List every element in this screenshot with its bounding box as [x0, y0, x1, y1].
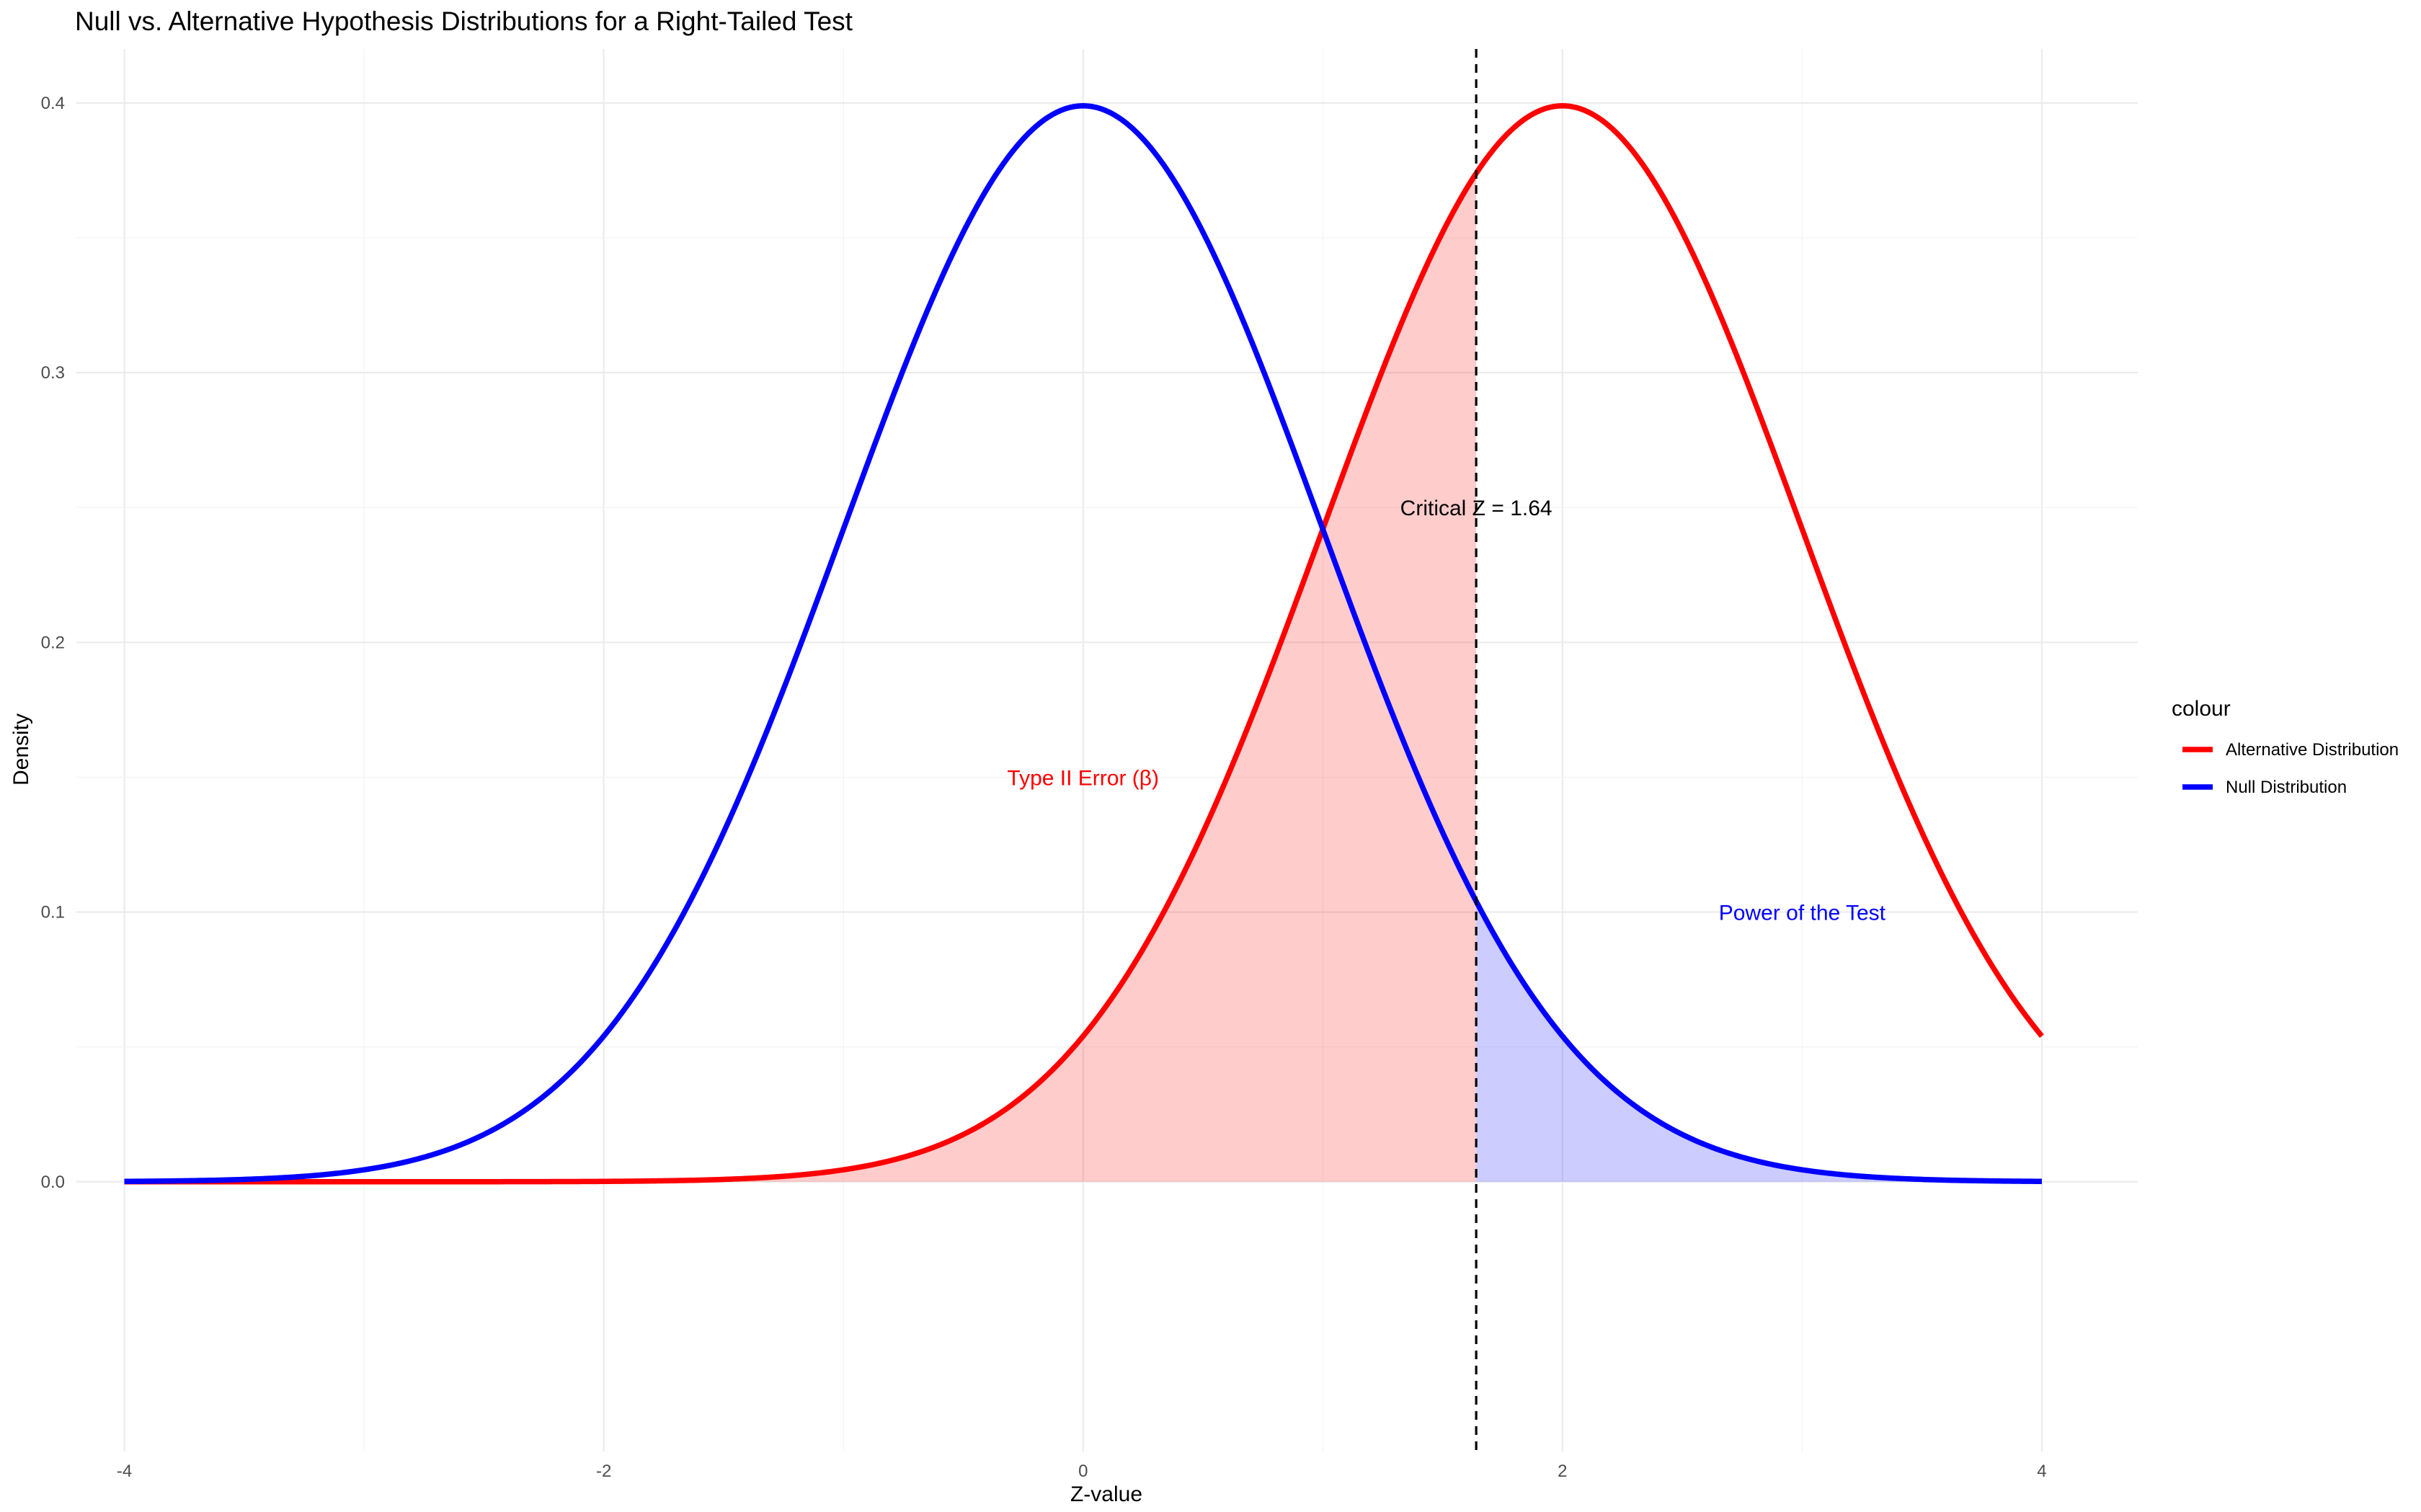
shaded-region — [1476, 901, 2042, 1182]
shaded-regions — [124, 173, 2042, 1182]
y-tick-label: 0.0 — [41, 1173, 65, 1192]
grid — [76, 49, 2138, 1451]
axes: -4 -2 0 2 4 0.0 0.1 0.2 0.3 0.4 — [41, 94, 2047, 1481]
legend-items: Alternative Distribution Null Distributio… — [2182, 740, 2399, 797]
x-tick-label: 0 — [1078, 1462, 1088, 1481]
y-axis-title: Density — [9, 713, 33, 786]
series-lines — [124, 103, 2044, 1185]
annotation-label: Power of the Test — [1719, 902, 1886, 925]
legend-label: Null Distribution — [2226, 778, 2347, 797]
series-line — [124, 103, 2044, 1185]
legend-title: colour — [2172, 697, 2231, 721]
legend: colour Alternative Distribution Null Dist… — [2172, 697, 2399, 797]
y-tick-label: 0.2 — [41, 633, 65, 652]
x-tick-label: 2 — [1558, 1462, 1567, 1481]
x-axis-title: Z-value — [1070, 1482, 1142, 1506]
y-tick-label: 0.1 — [41, 903, 65, 922]
x-tick-label: -2 — [596, 1462, 611, 1481]
y-tick-label: 0.3 — [41, 363, 65, 383]
series-line — [124, 103, 2043, 1185]
chart-title: Null vs. Alternative Hypothesis Distribu… — [75, 6, 853, 36]
legend-label: Alternative Distribution — [2226, 740, 2399, 760]
y-tick-label: 0.4 — [41, 94, 65, 113]
x-tick-label: -4 — [117, 1462, 132, 1481]
annotations: Critical Z = 1.64 Type II Error (β) Power … — [1007, 497, 1885, 925]
annotation-label: Type II Error (β) — [1007, 766, 1159, 790]
x-tick-label: 4 — [2037, 1462, 2046, 1481]
annotation-label: Critical Z = 1.64 — [1400, 497, 1552, 520]
shaded-region — [124, 173, 1477, 1182]
